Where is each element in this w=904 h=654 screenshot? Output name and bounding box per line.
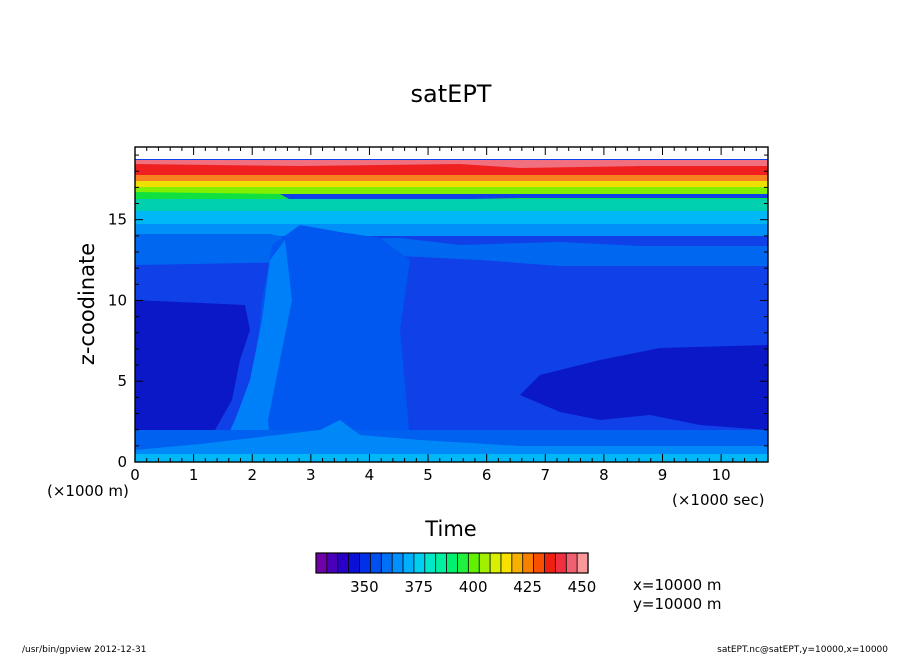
- colorbar-tick-label: 450: [568, 578, 597, 596]
- x-tick-label: 7: [541, 466, 551, 484]
- footer-left: /usr/bin/gpview 2012-12-31: [22, 645, 146, 654]
- y-tick-label: 0: [117, 453, 127, 471]
- colorbar-cell: [576, 552, 589, 574]
- y-unit-label: (×1000 m): [47, 482, 129, 500]
- colorbar-cell: [457, 552, 469, 574]
- x-tick-label: 9: [658, 466, 668, 484]
- axis-ticks: [134, 147, 769, 463]
- chart-title: satEPT: [411, 80, 492, 108]
- colorbar-cell: [326, 552, 339, 574]
- axis-tick-labels: 0 1 2 3 4 5 6 7 8 9 10 0 5 10 15: [108, 211, 731, 484]
- contour-band-cyan: [135, 211, 768, 225]
- x-tick-label: 0: [130, 466, 140, 484]
- colorbar-cell: [337, 552, 350, 574]
- annotation-y: y=10000 m: [633, 595, 722, 613]
- colorbar-cell: [489, 552, 502, 574]
- colorbar-cell: [413, 552, 426, 574]
- y-tick-label: 10: [108, 291, 127, 309]
- colorbar-cell: [544, 552, 556, 574]
- x-tick-label: 3: [306, 466, 316, 484]
- contour-top-blank: [135, 147, 768, 159]
- contour-band-green: [135, 192, 768, 215]
- contour-band-red: [135, 164, 768, 176]
- colorbar-labels: 350 375 400 425 450: [350, 578, 596, 596]
- x-tick-label: 10: [712, 466, 731, 484]
- footer-right: satEPT.nc@satEPT,y=10000,x=10000: [717, 645, 888, 654]
- contour-surface-light: [135, 420, 768, 462]
- colorbar-cell: [380, 552, 393, 574]
- colorbar-cell: [369, 552, 382, 574]
- colorbar-cell: [315, 552, 328, 574]
- contour-plume-light: [215, 240, 292, 462]
- colorbar-cell: [565, 552, 578, 574]
- colorbar-tick-label: 425: [513, 578, 542, 596]
- colorbar-cell: [511, 552, 524, 574]
- colorbar-cell: [500, 552, 513, 574]
- colorbar-cell: [402, 552, 415, 574]
- y-axis-title: z-coodinate: [75, 243, 99, 365]
- colorbar-frame: [315, 552, 589, 574]
- colorbar-cell: [359, 552, 371, 574]
- contour-plume: [250, 225, 420, 462]
- colorbar-cell: [478, 552, 491, 574]
- colorbar-cell: [522, 552, 535, 574]
- colorbar-cell: [467, 552, 480, 574]
- x-tick-label: 5: [423, 466, 433, 484]
- colorbar-tick-label: 400: [459, 578, 488, 596]
- y-tick-label: 15: [108, 211, 127, 229]
- x-tick-label: 1: [189, 466, 199, 484]
- x-tick-label: 8: [599, 466, 609, 484]
- x-axis-title: Time: [424, 517, 476, 541]
- colorbar: [315, 552, 589, 574]
- x-tick-label: 2: [247, 466, 257, 484]
- contour-band-lime: [135, 187, 768, 194]
- colorbar-cell: [533, 552, 546, 574]
- x-tick-label: 6: [482, 466, 492, 484]
- contour-field: [135, 147, 768, 462]
- colorbar-tick-label: 375: [404, 578, 433, 596]
- colorbar-cell: [424, 552, 437, 574]
- y-tick-label: 5: [117, 372, 127, 390]
- contour-band-teal: [135, 199, 768, 213]
- annotation-x: x=10000 m: [633, 576, 722, 594]
- x-unit-label: (×1000 sec): [672, 491, 765, 509]
- colorbar-cell: [348, 552, 361, 574]
- colorbar-cell: [391, 552, 404, 574]
- x-tick-label: 4: [365, 466, 375, 484]
- colorbar-cell: [446, 552, 459, 574]
- contour-dark-core: [135, 300, 250, 440]
- colorbar-cell: [435, 552, 448, 574]
- colorbar-tick-label: 350: [350, 578, 379, 596]
- colorbar-cell: [554, 552, 567, 574]
- contour-dark-right: [520, 345, 768, 430]
